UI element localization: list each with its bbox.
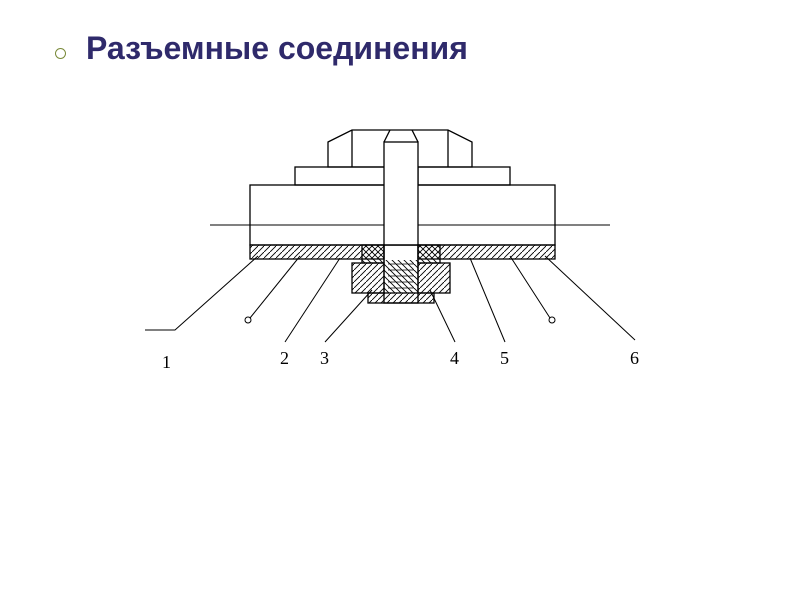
callout-label-5: 5 (500, 348, 509, 369)
callout-label-6: 6 (630, 348, 639, 369)
callout-label-3: 3 (320, 348, 329, 369)
technical-diagram (0, 0, 800, 600)
callout-label-1: 1 (162, 352, 171, 373)
callout-label-2: 2 (280, 348, 289, 369)
callout-label-4: 4 (450, 348, 459, 369)
